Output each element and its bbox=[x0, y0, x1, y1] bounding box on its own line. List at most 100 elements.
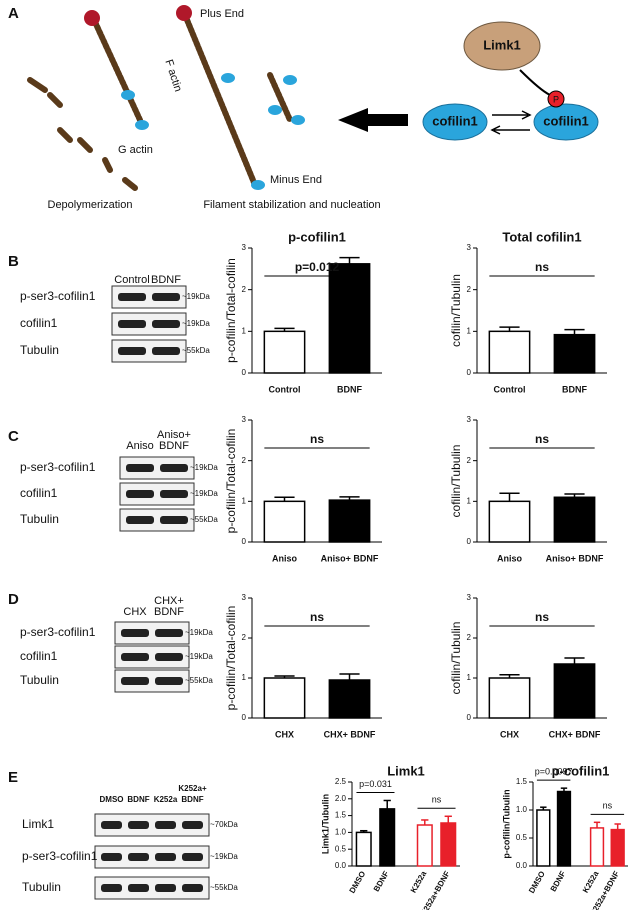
lane-label: BDNF bbox=[159, 440, 189, 452]
diagram: Plus End F actin G actin Minus End Depol… bbox=[27, 5, 599, 211]
row-label: cofilin1 bbox=[20, 649, 58, 663]
band bbox=[182, 884, 203, 892]
size-label: ~19kDa bbox=[182, 292, 210, 301]
panel-letter: C bbox=[8, 428, 19, 445]
size-label: ~55kDa bbox=[182, 346, 210, 355]
minus-end-label: Minus End bbox=[270, 174, 322, 186]
y-tick-label: 1.5 bbox=[516, 777, 528, 786]
cofilin-label: cofilin1 bbox=[543, 113, 589, 128]
y-tick-label: 0.5 bbox=[335, 844, 347, 853]
g-actin-label: G actin bbox=[118, 144, 153, 156]
f-actin-label: F actin bbox=[162, 58, 184, 93]
blot-frame bbox=[94, 876, 210, 900]
y-tick-label: 1.5 bbox=[335, 811, 347, 820]
size-label: ~55kDa bbox=[185, 676, 213, 685]
limk1-node bbox=[463, 21, 541, 71]
blot-frame bbox=[119, 482, 195, 506]
lane-label: BDNF bbox=[127, 795, 149, 804]
x-tick-label: BDNF bbox=[562, 384, 587, 394]
x-tick-label: K252a bbox=[409, 869, 429, 894]
blot-frame bbox=[114, 669, 190, 693]
band bbox=[128, 884, 149, 892]
bar bbox=[553, 496, 596, 543]
band bbox=[152, 320, 180, 328]
bar bbox=[355, 831, 372, 867]
lane-label: CHX+ bbox=[154, 595, 184, 607]
x-tick-label: BDNF bbox=[337, 384, 362, 394]
x-tick-label: K252a bbox=[581, 869, 601, 894]
annotation: ns bbox=[603, 801, 613, 811]
bar bbox=[328, 263, 371, 374]
size-label: ~19kDa bbox=[210, 852, 238, 861]
band bbox=[160, 516, 188, 524]
band bbox=[155, 821, 176, 829]
bar bbox=[328, 679, 371, 719]
arrow bbox=[338, 108, 408, 132]
y-axis-label: p-cofilin/Total-cofilin bbox=[224, 606, 238, 711]
band bbox=[128, 821, 149, 829]
plus-end-cap bbox=[84, 10, 100, 26]
lane-label: Aniso+ bbox=[157, 429, 191, 441]
cofilin-node bbox=[533, 103, 599, 141]
lane-label: BDNF bbox=[151, 274, 181, 286]
y-tick-label: 2.5 bbox=[335, 777, 347, 786]
y-tick-label: 0.0 bbox=[516, 861, 528, 870]
y-tick-label: 1 bbox=[242, 496, 247, 505]
y-tick-label: 1.0 bbox=[335, 828, 347, 837]
size-label: ~19kDa bbox=[190, 489, 218, 498]
y-tick-label: 3 bbox=[242, 593, 247, 602]
y-tick-label: 2 bbox=[467, 456, 472, 465]
panel-letter: A bbox=[8, 5, 19, 22]
blot-frame bbox=[119, 508, 195, 532]
y-tick-label: 2 bbox=[242, 456, 247, 465]
x-tick-label: CHX+ BDNF bbox=[549, 729, 601, 739]
lane-label: Aniso bbox=[126, 440, 154, 452]
y-tick-label: 2 bbox=[467, 633, 472, 642]
y-axis-label: cofilin/Tubulin bbox=[449, 445, 463, 518]
y-tick-label: 2 bbox=[467, 285, 472, 294]
bar bbox=[610, 828, 625, 867]
band bbox=[101, 853, 122, 861]
phospho-label: P bbox=[553, 94, 559, 104]
plus-end-cap bbox=[176, 5, 192, 21]
band bbox=[182, 853, 203, 861]
band bbox=[121, 677, 149, 685]
size-label: ~19kDa bbox=[182, 319, 210, 328]
blot-frame bbox=[114, 645, 190, 669]
row-label: Tubulin bbox=[20, 512, 59, 526]
bar bbox=[589, 827, 605, 867]
blot-frame bbox=[111, 285, 187, 309]
bar bbox=[440, 822, 457, 867]
lane-label: CHX bbox=[123, 606, 147, 618]
band bbox=[118, 293, 146, 301]
annotation: ns bbox=[310, 610, 324, 624]
y-axis-label: cofilin/Tubulin bbox=[449, 274, 463, 347]
lane-label: DMSO bbox=[100, 795, 124, 804]
phospho-node bbox=[547, 90, 565, 108]
band bbox=[182, 821, 203, 829]
chart-title: p-cofilin1 bbox=[552, 763, 610, 778]
lane-label: K252a bbox=[154, 795, 178, 804]
row-label: Tubulin bbox=[20, 343, 59, 357]
bar bbox=[553, 663, 596, 719]
y-tick-label: 3 bbox=[242, 243, 247, 252]
annotation: ns bbox=[535, 260, 549, 274]
band bbox=[101, 821, 122, 829]
row-label: Tubulin bbox=[22, 880, 61, 894]
x-tick-label: DMSO bbox=[527, 870, 547, 895]
y-axis-label: Limk1/Tubulin bbox=[320, 794, 330, 854]
band bbox=[118, 320, 146, 328]
y-tick-label: 1 bbox=[467, 673, 472, 682]
arrow bbox=[519, 69, 551, 96]
y-tick-label: 1 bbox=[467, 326, 472, 335]
x-tick-label: DMSO bbox=[348, 870, 368, 895]
chart-title: p-cofilin1 bbox=[288, 229, 346, 244]
blot-frame bbox=[94, 845, 210, 869]
band bbox=[160, 464, 188, 472]
x-tick-label: CHX bbox=[275, 729, 294, 739]
bar bbox=[379, 808, 396, 867]
band bbox=[101, 884, 122, 892]
annotation: ns bbox=[432, 795, 442, 805]
y-axis-label: cofilin/Tubulin bbox=[449, 622, 463, 695]
y-tick-label: 1 bbox=[467, 496, 472, 505]
